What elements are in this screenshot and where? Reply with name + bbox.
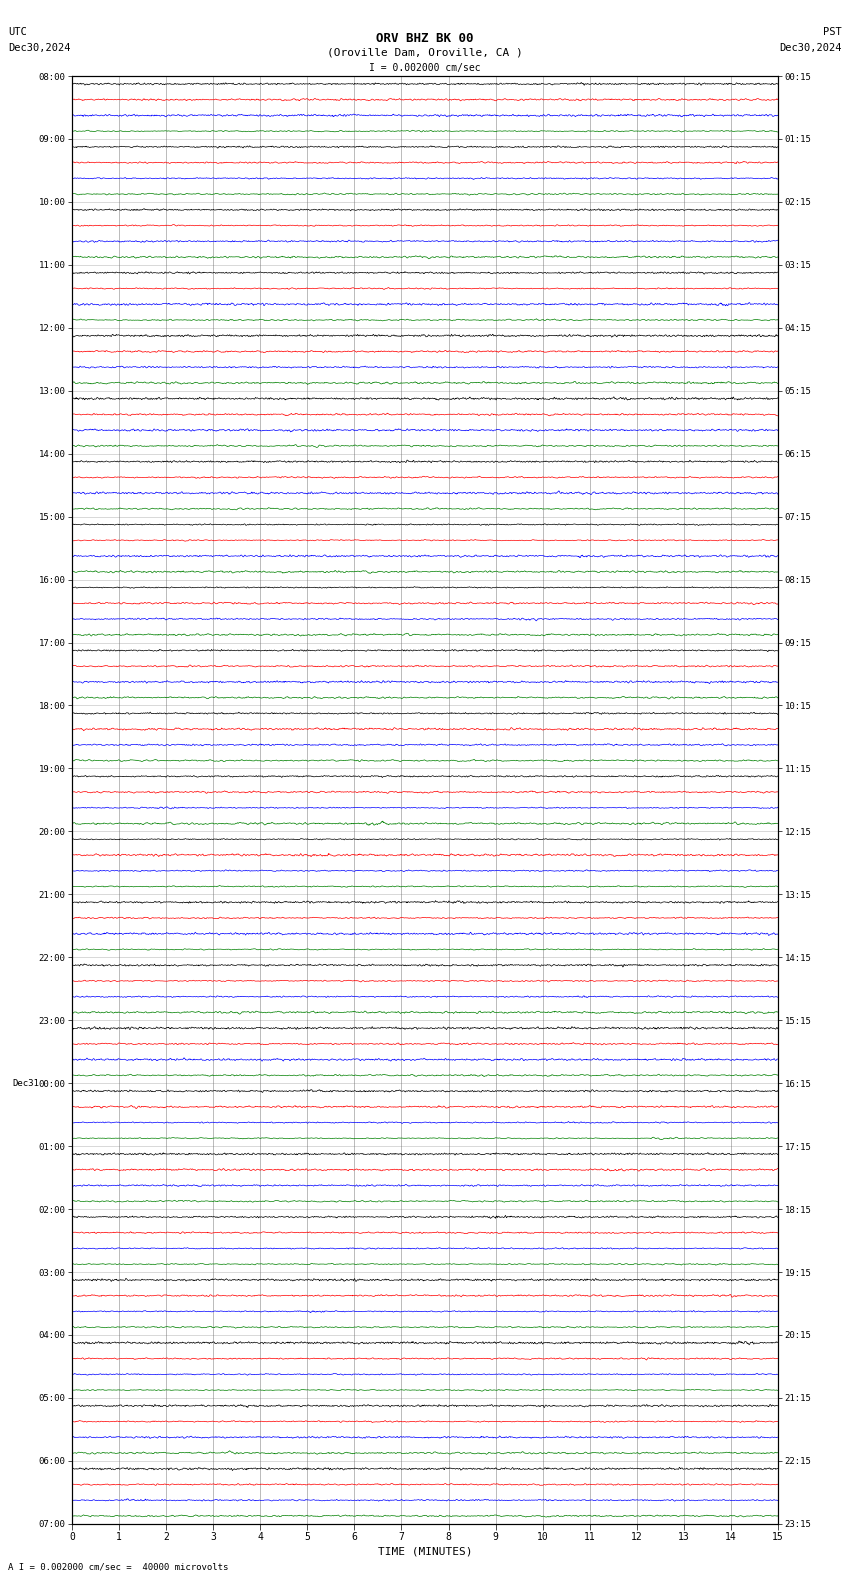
Text: PST: PST: [823, 27, 842, 36]
Text: Dec30,2024: Dec30,2024: [779, 43, 842, 52]
Text: UTC: UTC: [8, 27, 27, 36]
Text: Dec31: Dec31: [13, 1079, 39, 1088]
X-axis label: TIME (MINUTES): TIME (MINUTES): [377, 1546, 473, 1557]
Text: I = 0.002000 cm/sec: I = 0.002000 cm/sec: [369, 63, 481, 73]
Text: (Oroville Dam, Oroville, CA ): (Oroville Dam, Oroville, CA ): [327, 48, 523, 57]
Text: ORV BHZ BK 00: ORV BHZ BK 00: [377, 32, 473, 44]
Text: A I = 0.002000 cm/sec =  40000 microvolts: A I = 0.002000 cm/sec = 40000 microvolts: [8, 1562, 229, 1571]
Text: Dec30,2024: Dec30,2024: [8, 43, 71, 52]
